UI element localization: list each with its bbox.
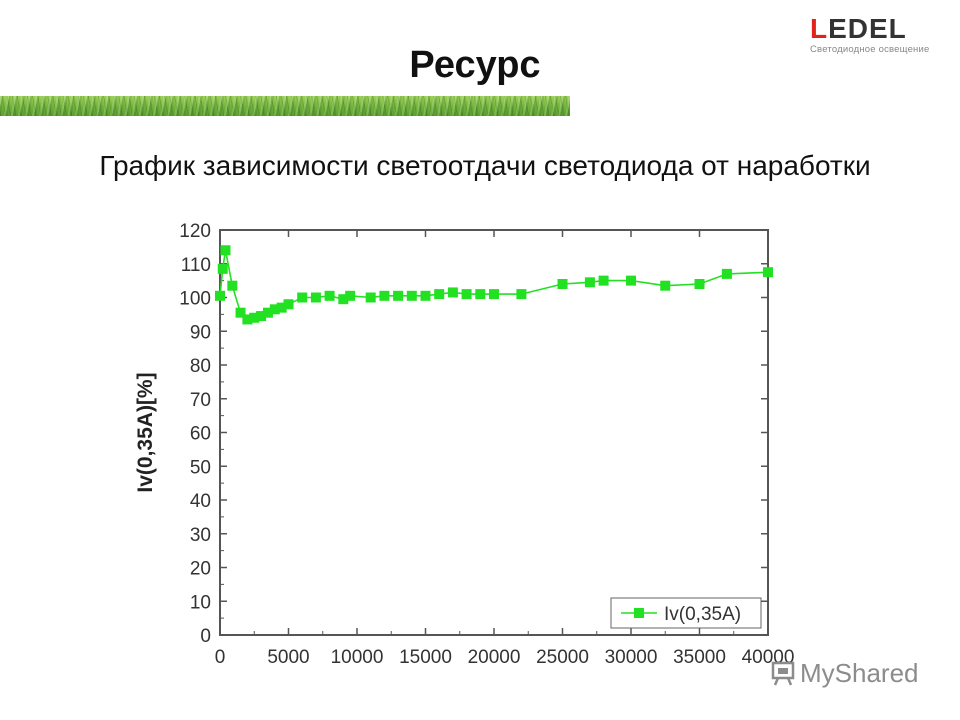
data-point	[242, 314, 253, 325]
data-point	[283, 299, 294, 310]
data-point	[235, 307, 246, 318]
data-point	[447, 287, 458, 298]
data-point	[220, 245, 231, 256]
y-tick-label: 110	[181, 255, 211, 276]
watermark-text: MyShared	[800, 658, 919, 688]
data-point	[763, 267, 773, 278]
y-tick-label: 40	[190, 491, 211, 512]
data-point	[434, 289, 445, 300]
y-tick-label: 60	[190, 424, 211, 445]
data-point	[215, 290, 225, 301]
x-tick-label: 35000	[673, 647, 726, 668]
x-tick-label: 5000	[267, 647, 309, 668]
x-tick-label: 10000	[331, 647, 384, 668]
data-point	[406, 290, 417, 301]
x-tick-label: 20000	[468, 647, 521, 668]
data-point	[475, 289, 486, 300]
x-tick-label: 30000	[605, 647, 658, 668]
data-point	[626, 275, 636, 286]
data-point	[324, 290, 335, 301]
data-point	[393, 290, 404, 301]
data-point	[297, 292, 308, 303]
slide-title: Ресурс	[409, 44, 541, 86]
y-axis-title: Iv(0,35A)[%]	[134, 372, 157, 492]
logo-tagline: Светодиодное освещение	[810, 44, 930, 55]
data-point	[345, 290, 356, 301]
presentation-board-icon	[771, 661, 795, 686]
x-tick-label: 25000	[536, 647, 589, 668]
grass-banner	[0, 96, 570, 116]
data-point	[379, 290, 390, 301]
x-tick-label: 0	[215, 647, 226, 668]
y-tick-label: 80	[190, 356, 211, 377]
data-point	[694, 279, 705, 289]
data-point	[461, 289, 472, 300]
ledel-logo: LEDEL Светодиодное освещение	[810, 14, 940, 62]
data-point	[660, 280, 671, 291]
data-point	[338, 294, 349, 305]
data-point	[598, 275, 609, 286]
logo-wordmark: LEDEL	[810, 14, 940, 44]
watermark: MyShared	[770, 658, 919, 694]
y-tick-label: 70	[190, 390, 211, 411]
slide-subtitle: График зависимости светоотдачи светодиод…	[99, 150, 871, 181]
data-point	[262, 307, 273, 318]
y-tick-label: 90	[190, 322, 211, 343]
data-point	[256, 311, 267, 322]
data-point	[516, 289, 527, 300]
data-point	[269, 304, 280, 315]
data-point	[489, 289, 499, 300]
y-tick-label: 30	[190, 525, 211, 546]
luminous-efficacy-chart: 0 10 20 30 40 50 60 70 80 90 100 110 120 0 5000 10000 15…	[134, 221, 794, 668]
data-point	[365, 292, 376, 303]
legend-marker	[634, 608, 644, 618]
data-point	[310, 292, 321, 303]
y-tick-label: 20	[190, 559, 211, 580]
y-tick-label: 10	[190, 592, 211, 613]
data-point	[227, 280, 238, 291]
y-tick-label: 120	[179, 221, 211, 242]
y-tick-label: 0	[200, 626, 211, 647]
data-point	[276, 302, 287, 313]
data-point	[584, 277, 595, 288]
data-point	[420, 290, 431, 301]
data-point	[249, 312, 260, 323]
y-tick-label: 50	[190, 457, 211, 478]
logo-letters: EDEL	[828, 13, 907, 44]
logo-letter-accent: L	[810, 13, 829, 44]
data-point	[557, 279, 568, 289]
y-tick-label: 100	[179, 289, 211, 310]
x-tick-label: 15000	[399, 647, 452, 668]
data-point	[217, 263, 228, 274]
data-point	[721, 268, 732, 279]
legend-label: Iv(0,35A)	[664, 604, 741, 625]
